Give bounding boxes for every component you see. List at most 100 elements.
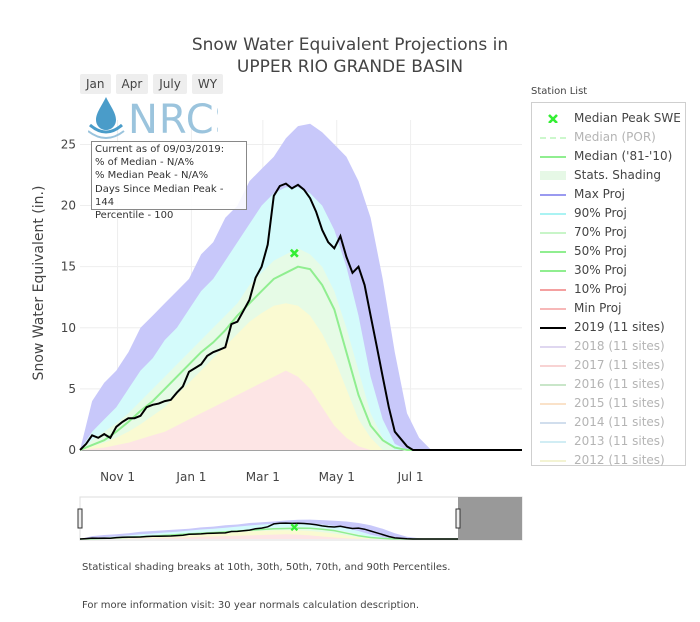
legend-swatch [540,250,566,253]
legend-swatch [540,136,566,139]
legend-item[interactable]: 30% Proj [532,260,685,279]
mini-current-year-line [79,522,522,540]
info-line-pct-median: % of Median - N/A% [95,157,195,169]
x-tick-label: Jan 1 [175,470,206,484]
legend-item[interactable]: 2015 (11 sites) [532,393,685,412]
legend-swatch [540,193,566,196]
legend-swatch [540,231,566,234]
y-axis-label: Snow Water Equivalent (in.) [31,186,47,381]
legend-item[interactable]: 50% Proj [532,241,685,260]
legend-label: 2016 (11 sites) [574,376,665,391]
info-line-date: Current as of 09/03/2019: [95,144,225,155]
mini-p50-proj-band [80,530,522,539]
legend-item[interactable]: Max Proj [532,184,685,203]
legend-header: Station List [531,86,588,97]
range-button-wy[interactable]: WY [191,74,224,94]
legend-item[interactable]: 90% Proj [532,203,685,222]
legend-swatch [540,307,566,310]
series-lines [79,182,522,451]
legend-label: 2014 (11 sites) [574,414,665,429]
legend-label: 2015 (11 sites) [574,395,665,410]
legend-item[interactable]: 2016 (11 sites) [532,374,685,393]
info-line-pct-median-peak: % Median Peak - N/A% [95,170,209,182]
legend-item[interactable]: Median (POR) [532,127,685,146]
legend-swatch [540,326,566,329]
legend-label: 10% Proj [574,281,627,296]
mini-p30-proj-band [80,534,522,539]
legend-item[interactable]: 2019 (11 sites) [532,317,685,336]
legend-label: 50% Proj [574,243,627,258]
mini-median-peak-x [290,523,299,532]
median-peak-marker [289,248,299,258]
y-tick-label: 20 [61,199,76,213]
legend-label: Median (POR) [574,129,656,144]
x-tick-label: May 1 [319,470,355,484]
legend-item[interactable]: 2012 (11 sites) [532,450,685,469]
footnote-shading: Statistical shading breaks at 10th, 30th… [82,562,451,573]
legend-swatch [540,459,566,462]
legend-item[interactable]: Median ('81-'10) [532,146,685,165]
y-tick-label: 25 [61,137,76,151]
info-line-days-since-peak: Days Since Median Peak - 144 [95,183,224,208]
legend-swatch [540,288,566,291]
legend-swatch [540,383,566,386]
median-peak-x [289,248,299,258]
y-tick-label: 15 [61,260,76,274]
legend-label: 70% Proj [574,224,627,239]
legend-item[interactable]: 10% Proj [532,279,685,298]
legend-label: Min Proj [574,300,622,315]
range-slider[interactable] [77,496,523,541]
legend-label: 2012 (11 sites) [574,452,665,467]
nrcs-logo: NRCS [87,95,240,147]
legend-label: Median ('81-'10) [574,148,673,163]
water-drop-icon: NRCS [87,97,240,143]
x-tick-label: Jul 1 [397,470,424,484]
legend-swatch [540,155,566,158]
legend-item[interactable]: 2017 (11 sites) [532,355,685,374]
legend-swatch [540,269,566,272]
legend-label: 2013 (11 sites) [574,433,665,448]
range-selector: Jan Apr July WY [80,74,224,94]
y-tick-label: 0 [68,443,76,457]
range-slider-mask [458,497,522,540]
legend-item[interactable]: Median Peak SWE [532,108,685,127]
legend-label: 2019 (11 sites) [574,319,665,334]
p30-proj-band [80,370,522,450]
range-slider-preview [79,519,522,540]
current-stats-box: Current as of 09/03/2019: % of Median - … [91,141,247,221]
legend-swatch [540,440,566,443]
legend-item[interactable]: Stats. Shading [532,165,685,184]
p50-proj-band [80,303,522,450]
chart-title-line1: Snow Water Equivalent Projections in [191,35,509,55]
legend-label: Max Proj [574,186,625,201]
legend-swatch [540,402,566,405]
legend-item[interactable]: 2013 (11 sites) [532,431,685,450]
legend-swatch [540,364,566,367]
y-tick-label: 10 [61,321,76,335]
info-line-percentile: Percentile - 100 [95,210,174,222]
chart-title: Snow Water Equivalent Projections in UPP… [150,34,550,78]
current-year-line [79,182,522,451]
legend-item[interactable]: 70% Proj [532,222,685,241]
range-slider-right-handle[interactable] [455,508,461,529]
legend-label: 30% Proj [574,262,627,277]
x-tick-label: Mar 1 [246,470,280,484]
range-button-apr[interactable]: Apr [115,74,149,94]
legend-item[interactable]: Min Proj [532,298,685,317]
footnote-info[interactable]: For more information visit: 30 year norm… [82,600,420,611]
legend-swatch [540,421,566,424]
legend-swatch [540,170,566,180]
range-button-jan[interactable]: Jan [80,74,111,94]
legend-label: 2018 (11 sites) [574,338,665,353]
projection-bands [80,123,522,450]
legend-swatch [548,113,558,123]
range-slider-left-handle[interactable] [77,508,83,529]
range-button-july[interactable]: July [153,74,187,94]
x-tick-label: Nov 1 [100,470,135,484]
legend-item[interactable]: 2014 (11 sites) [532,412,685,431]
legend-label: 90% Proj [574,205,627,220]
legend-item[interactable]: 2018 (11 sites) [532,336,685,355]
legend-swatch [540,345,566,348]
legend: Median Peak SWE Median (POR) Median ('81-'… [531,102,686,469]
chart-title-line2: UPPER RIO GRANDE BASIN [236,57,464,77]
